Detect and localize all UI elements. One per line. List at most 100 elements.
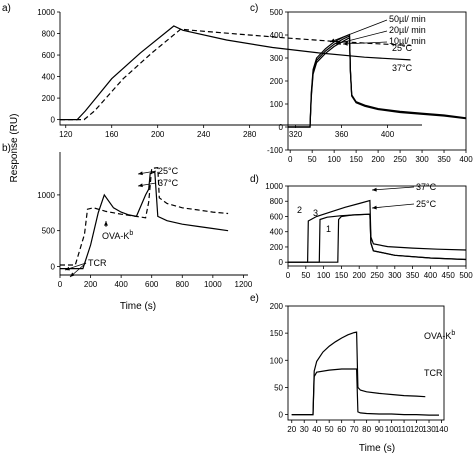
- series-line: [288, 213, 467, 263]
- y-tick-label: 100: [270, 356, 284, 365]
- x-tick-label: 90: [375, 425, 384, 434]
- x-tick-label: 250: [370, 271, 384, 280]
- x-tick-label: 280: [243, 130, 257, 139]
- x-tick-label: 350: [437, 155, 451, 164]
- panel-e: 20 30 40 50 60 70 80 90 100 110 120 130 140050100150…: [270, 302, 449, 434]
- series-line: [60, 25, 411, 121]
- panel-c: 0 50 100 150 200 250 300 350 400 -100 0 100 200 300 40…: [267, 8, 473, 164]
- annotation-3-d: 3: [313, 208, 318, 218]
- panel-label-a: a): [2, 3, 11, 14]
- arrow-10ul-c: [342, 41, 388, 45]
- x-tick-label: 130: [422, 425, 436, 434]
- x-tick-label: 100: [327, 155, 341, 164]
- xlabel-e: Time (s): [359, 443, 395, 454]
- x-tick-label: 110: [398, 425, 411, 434]
- axis-frame: [287, 305, 445, 421]
- annotation-1-d: 1: [326, 224, 331, 234]
- x-tick-label: 200: [151, 130, 165, 139]
- x-tick-label: 80: [362, 425, 371, 434]
- annotation-25c-d: 25°C: [416, 199, 437, 209]
- x-tick-label: 240: [197, 130, 211, 139]
- x-tick-label: 50: [325, 425, 334, 434]
- annotation-10ul-c: 10µl/ min: [389, 36, 426, 46]
- x-tick-label: 20: [287, 425, 296, 434]
- x-tick-label: 450: [442, 271, 456, 280]
- y-tick-label: 200: [42, 94, 56, 103]
- arrow-20ul-c-head: [336, 40, 341, 45]
- annotation-ovak-b-sup: b: [129, 230, 133, 237]
- panel-label-d: d): [250, 174, 259, 185]
- x-tick-label: 400: [114, 280, 128, 289]
- x-tick-label: 200: [371, 155, 385, 164]
- x-tick-label: 200: [353, 271, 367, 280]
- xlabel-b: Time (s): [120, 301, 156, 312]
- series-line: [291, 368, 439, 416]
- y-tick-label: 0: [279, 123, 284, 132]
- x-tick-label: 320: [289, 130, 303, 139]
- x-tick-label: 150: [335, 271, 349, 280]
- annotation-37c-b: 37°C: [158, 178, 179, 188]
- series-line: [291, 331, 426, 416]
- y-tick-label: 200: [270, 77, 284, 86]
- annotation-ovak-e: OVA-Kb: [424, 330, 455, 341]
- x-tick-label: 100: [317, 271, 331, 280]
- y-tick-label: 600: [42, 51, 56, 60]
- x-tick-label: 1200: [235, 280, 253, 289]
- y-tick-label: 100: [270, 100, 284, 109]
- panel-a: 120 160 200 240 280 320 360 400 0 200 400 600 800 100…: [37, 8, 422, 139]
- x-tick-label: 800: [176, 280, 190, 289]
- panel-label-e: e): [250, 293, 259, 304]
- x-tick-label: 400: [381, 130, 395, 139]
- series-line: [288, 36, 467, 128]
- y-tick-label: 400: [42, 73, 56, 82]
- x-tick-label: 0: [288, 155, 293, 164]
- y-tick-label: 1000: [37, 8, 55, 17]
- x-tick-label: 50: [308, 155, 317, 164]
- axis-frame: [287, 185, 467, 267]
- annotation-ovak-e-sup: b: [451, 330, 455, 337]
- y-tick-label: 1000: [37, 191, 55, 200]
- arrow-tcr-b-2-head: [70, 272, 75, 277]
- y-tick-label: 150: [270, 329, 284, 338]
- axis-frame: [59, 152, 248, 276]
- y-tick-label: 800: [42, 30, 56, 39]
- series-line: [60, 28, 411, 121]
- x-tick-label: 200: [84, 280, 98, 289]
- x-tick-label: 50: [301, 271, 310, 280]
- x-tick-label: 60: [337, 425, 346, 434]
- x-tick-label: 160: [105, 130, 119, 139]
- x-tick-label: 300: [415, 155, 429, 164]
- y-tick-label: 400: [270, 31, 284, 40]
- y-tick-label: 0: [279, 411, 284, 420]
- arrow-37c-d: [371, 186, 415, 191]
- axis-frame: [287, 11, 467, 151]
- series-line: [60, 167, 229, 266]
- x-tick-label: 0: [286, 271, 291, 280]
- y-tick-label: 1000: [265, 182, 283, 191]
- arrow-25c-d: [371, 203, 415, 209]
- arrow-37c-d-head: [372, 187, 377, 192]
- x-tick-label: 100: [385, 425, 399, 434]
- y-tick-label: 500: [270, 8, 284, 17]
- x-tick-label: 40: [312, 425, 321, 434]
- arrow-10ul-c-head: [343, 41, 348, 46]
- annotation-37c-a: 37°C: [392, 63, 413, 73]
- x-tick-label: 400: [424, 271, 438, 280]
- x-tick-label: 300: [388, 271, 402, 280]
- y-tick-label: -100: [267, 146, 284, 155]
- arrow-50ul-c-head: [330, 38, 335, 43]
- series-line: [288, 34, 467, 128]
- annotation-50ul-c: 50µl/ min: [389, 14, 426, 24]
- annotation-37c-d: 37°C: [416, 182, 437, 192]
- y-tick-label: 200: [270, 243, 284, 252]
- arrow-50ul-c: [329, 19, 388, 43]
- annotation-tcr-b: TCR: [88, 258, 107, 268]
- x-tick-label: 250: [393, 155, 407, 164]
- y-tick-label: 0: [51, 116, 56, 125]
- series-line: [288, 33, 467, 128]
- arrow-20ul-c: [335, 30, 388, 45]
- y-tick-label: 800: [270, 197, 284, 206]
- x-tick-label: 140: [435, 425, 449, 434]
- panel-d: 0 50 100 150 200 250 300 350 400 450 5000200400600…: [265, 182, 473, 280]
